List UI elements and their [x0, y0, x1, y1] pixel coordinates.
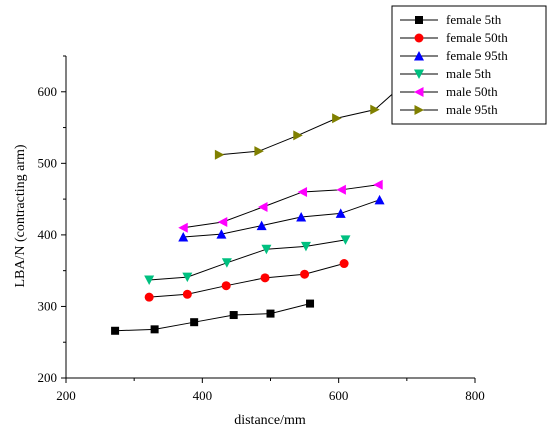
- legend-marker: [414, 105, 424, 115]
- data-point-male-5th: [261, 244, 272, 255]
- data-point-male-50th: [297, 186, 308, 197]
- data-point-male-95th: [370, 104, 380, 115]
- legend-marker: [415, 16, 423, 24]
- data-point-female-95th: [216, 229, 227, 239]
- legend-marker: [414, 87, 424, 97]
- data-point-female-50th: [300, 269, 310, 279]
- data-point-female-5th: [150, 325, 159, 334]
- data-point-male-5th: [182, 272, 193, 283]
- legend-label: female 5th: [446, 12, 502, 27]
- series-line-female-5th: [115, 303, 311, 332]
- data-point-female-50th: [221, 281, 231, 291]
- data-point-male-95th: [254, 146, 264, 157]
- data-point-male-50th: [258, 201, 268, 212]
- series-line-female-95th: [183, 199, 380, 238]
- data-point-male-5th: [340, 235, 351, 245]
- legend-marker: [414, 69, 424, 79]
- series-male-50th: [178, 179, 383, 233]
- series-line-male-95th: [219, 73, 416, 156]
- series-line-male-50th: [183, 184, 379, 229]
- data-point-male-5th: [221, 258, 232, 268]
- y-tick-label: 200: [38, 370, 58, 385]
- data-point-female-95th: [178, 232, 189, 242]
- data-point-female-95th: [335, 208, 346, 218]
- legend-item-male-50th: male 50th: [400, 84, 498, 99]
- x-axis-label: distance/mm: [234, 413, 306, 428]
- data-point-male-50th: [178, 222, 188, 233]
- x-tick-label: 800: [465, 388, 485, 403]
- legend-item-male-95th: male 95th: [400, 102, 498, 117]
- series-male-5th: [144, 235, 351, 285]
- y-axis-label: LBA/N (contracting arm): [13, 144, 28, 287]
- data-point-male-5th: [300, 241, 311, 252]
- legend-item-female-95th: female 95th: [400, 48, 508, 63]
- data-point-male-95th: [214, 149, 225, 160]
- data-point-male-50th: [217, 217, 228, 228]
- data-point-female-5th: [266, 309, 275, 318]
- y-tick-label: 600: [38, 84, 58, 99]
- data-point-female-95th: [296, 212, 307, 222]
- data-point-female-5th: [229, 311, 238, 320]
- data-point-female-50th: [260, 273, 270, 283]
- data-point-female-5th: [111, 326, 120, 335]
- x-tick-label: 600: [329, 388, 349, 403]
- series-line-male-5th: [149, 239, 346, 281]
- data-point-female-5th: [306, 299, 315, 308]
- legend-item-female-50th: female 50th: [400, 30, 508, 45]
- x-tick-label: 200: [56, 388, 76, 403]
- data-point-male-50th: [336, 184, 346, 195]
- data-point-male-50th: [373, 179, 383, 190]
- y-tick-label: 500: [38, 155, 58, 170]
- data-point-female-95th: [374, 194, 385, 205]
- legend-item-female-5th: female 5th: [400, 12, 502, 27]
- legend-label: male 50th: [446, 84, 498, 99]
- y-tick-label: 300: [38, 298, 58, 313]
- data-point-female-50th: [144, 292, 154, 302]
- legend-item-male-5th: male 5th: [400, 66, 492, 81]
- data-point-male-95th: [293, 130, 303, 141]
- legend-marker: [414, 51, 424, 61]
- legend-marker: [414, 33, 424, 43]
- legend-label: male 5th: [446, 66, 492, 81]
- data-point-female-95th: [256, 220, 267, 231]
- axes: 200 400 600 800 200 300 400 500 600: [38, 55, 485, 403]
- series-male-95th: [214, 68, 421, 160]
- data-point-male-95th: [332, 113, 342, 124]
- data-point-male-5th: [144, 275, 155, 285]
- series-female-50th: [144, 259, 349, 302]
- legend-label: female 95th: [446, 48, 508, 63]
- legend-label: male 95th: [446, 102, 498, 117]
- series-female-5th: [111, 299, 315, 335]
- data-point-female-50th: [182, 289, 192, 299]
- legend-label: female 50th: [446, 30, 508, 45]
- y-tick-label: 400: [38, 227, 58, 242]
- data-point-female-50th: [339, 259, 349, 269]
- data-point-female-5th: [190, 318, 199, 327]
- legend: female 5th female 50th female 95th male 5th…: [391, 5, 547, 125]
- x-tick-label: 400: [193, 388, 213, 403]
- series-line-female-50th: [149, 263, 345, 298]
- legend-box: [391, 5, 547, 125]
- series-female-95th: [178, 194, 385, 242]
- plot-area: [111, 68, 421, 335]
